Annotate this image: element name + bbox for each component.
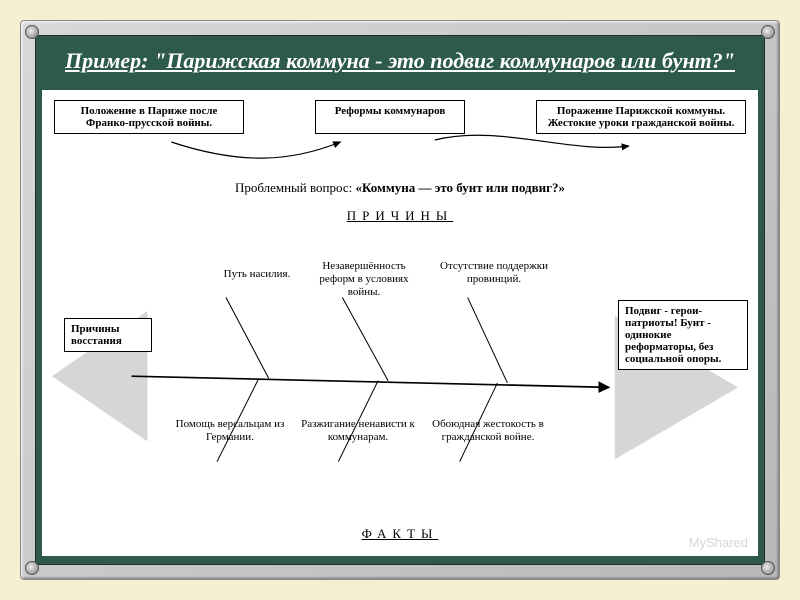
section-causes: ПРИЧИНЫ [42, 208, 758, 224]
frame-screw [25, 561, 39, 575]
problem-question: Проблемный вопрос: «Коммуна — это бунт и… [42, 180, 758, 196]
bone-label-bottom: Помощь версальцам из Германии. [170, 418, 290, 444]
bone-label-top: Незавершённость реформ в условиях войны. [304, 260, 424, 300]
fishbone-tail-box: Подвиг - герои-патриоты! Бунт - одинокие… [618, 300, 748, 370]
diagram-area: Положение в Париже после Франко-прусской… [42, 90, 758, 556]
green-board: Пример: "Парижская коммуна - это подвиг … [35, 35, 765, 565]
whiteboard-frame: Пример: "Парижская коммуна - это подвиг … [20, 20, 780, 580]
bone-label-top: Отсутствие поддержки провинций. [434, 260, 554, 286]
question-value: «Коммуна — это бунт или подвиг?» [355, 180, 565, 195]
slide-title: Пример: "Парижская коммуна - это подвиг … [36, 36, 764, 90]
frame-screw [761, 561, 775, 575]
top-box-row: Положение в Париже после Франко-прусской… [42, 100, 758, 134]
top-box-3: Поражение Парижской коммуны. Жестокие ур… [536, 100, 746, 134]
frame-screw [761, 25, 775, 39]
bone-label-bottom: Обоюдная жестокость в гражданской войне. [428, 418, 548, 444]
watermark: MyShared [689, 535, 748, 550]
fishbone-head-box: Причины восстания [64, 318, 152, 352]
question-label: Проблемный вопрос: [235, 180, 356, 195]
top-box-1: Положение в Париже после Франко-прусской… [54, 100, 244, 134]
fishbone-diagram: Путь насилия.Незавершённость реформ в ус… [42, 230, 758, 522]
bone-label-top: Путь насилия. [197, 268, 317, 281]
top-box-2: Реформы коммунаров [315, 100, 465, 134]
frame-screw [25, 25, 39, 39]
section-facts: ФАКТЫ [42, 526, 758, 542]
bone-label-bottom: Разжигание ненависти к коммунарам. [298, 418, 418, 444]
top-connector-arrows [42, 130, 758, 170]
